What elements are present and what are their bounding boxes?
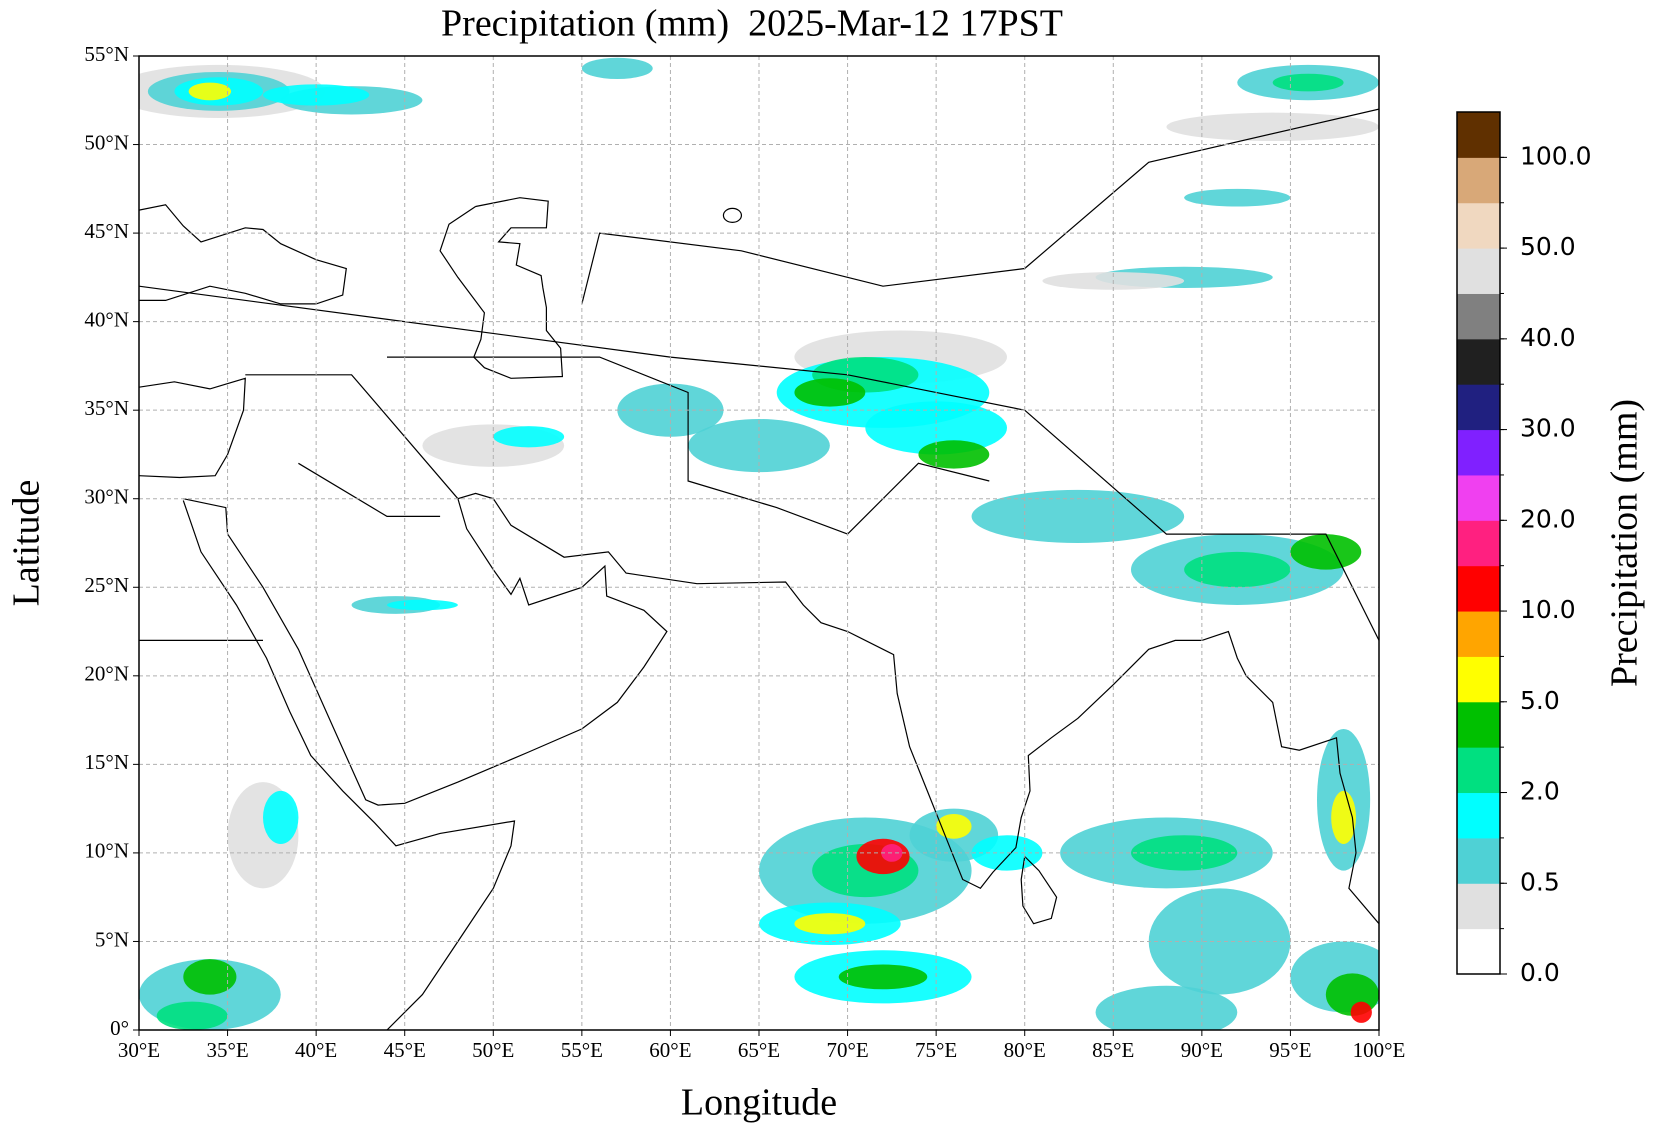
colorbar-bin — [1457, 520, 1500, 567]
precip-area — [263, 790, 299, 845]
x-tick-label: 50°E — [472, 1038, 514, 1062]
colorbar-bin — [1457, 883, 1500, 930]
precip-area — [1184, 551, 1291, 588]
precip-area — [581, 57, 653, 80]
x-tick-label: 30°E — [118, 1038, 160, 1062]
x-tick-label: 95°E — [1269, 1038, 1311, 1062]
y-tick-label: 45°N — [84, 219, 129, 243]
precip-area — [1166, 112, 1379, 142]
colorbar-bin — [1457, 792, 1500, 839]
y-tick-label: 15°N — [84, 750, 129, 774]
precip-area — [493, 426, 565, 448]
colorbar-bin — [1457, 928, 1500, 975]
x-tick-label: 65°E — [738, 1038, 780, 1062]
x-tick-label: 90°E — [1181, 1038, 1223, 1062]
colorbar-bin — [1457, 338, 1500, 385]
colorbar-bin — [1457, 837, 1500, 884]
y-tick-label: 25°N — [84, 573, 129, 597]
colorbar-tick-label: 0.5 — [1520, 867, 1560, 896]
colorbar-bin — [1457, 157, 1500, 204]
coastline — [581, 108, 1379, 305]
y-tick-label: 10°N — [84, 839, 129, 863]
precip-area — [838, 964, 928, 990]
colorbar-bin — [1457, 112, 1500, 158]
precip-area — [1095, 985, 1238, 1030]
x-tick-label: 100°E — [1353, 1038, 1406, 1062]
precip-area — [1331, 790, 1356, 845]
y-tick-label: 55°N — [84, 42, 129, 66]
colorbar-bin — [1457, 202, 1500, 249]
colorbar-bin — [1457, 747, 1500, 794]
colorbar-bin — [1457, 656, 1500, 703]
colorbar-tick-label: 40.0 — [1520, 323, 1576, 352]
x-axis-label: Longitude — [681, 1082, 837, 1124]
precip-area — [617, 383, 724, 437]
colorbar-tick-label: 30.0 — [1520, 414, 1576, 443]
colorbar-bin — [1457, 384, 1500, 431]
x-tick-label: 45°E — [384, 1038, 426, 1062]
x-tick-label: 35°E — [206, 1038, 248, 1062]
colorbar-tick-label: 5.0 — [1520, 686, 1560, 715]
colorbar-bin — [1457, 293, 1500, 340]
coastline — [183, 492, 1379, 925]
colorbar-bin — [1457, 248, 1500, 294]
coastline — [245, 374, 459, 500]
coastline — [139, 204, 347, 305]
colorbar-tick-label: 0.0 — [1520, 958, 1560, 987]
colorbar-bin — [1457, 474, 1500, 521]
coastline — [439, 197, 564, 379]
precip-area — [794, 913, 866, 935]
coastline — [387, 356, 990, 535]
x-tick-label: 60°E — [649, 1038, 691, 1062]
precip-area — [183, 959, 237, 995]
coastline — [182, 500, 516, 1030]
y-tick-label: 50°N — [84, 130, 129, 154]
colorbar-label: Precipitation (mm) — [1604, 399, 1646, 687]
x-tick-label: 40°E — [295, 1038, 337, 1062]
colorbar-tick-label: 50.0 — [1520, 232, 1576, 261]
precip-area — [156, 1001, 228, 1030]
plot-frame — [138, 55, 1380, 1031]
colorbar-tick-label: 20.0 — [1520, 504, 1576, 533]
x-tick-label: 80°E — [1004, 1038, 1046, 1062]
y-tick-label: 20°N — [84, 662, 129, 686]
x-tick-label: 55°E — [561, 1038, 603, 1062]
y-tick-label: 5°N — [95, 927, 129, 951]
colorbar-bin — [1457, 565, 1500, 612]
lake — [722, 207, 743, 223]
colorbar-tick-label: 100.0 — [1520, 141, 1592, 170]
coastline — [298, 462, 441, 517]
precip-area — [688, 419, 830, 473]
colorbar-tick-label: 2.0 — [1520, 777, 1560, 806]
colorbar-tick-label: 10.0 — [1520, 595, 1576, 624]
precip-area — [936, 813, 972, 839]
coastline — [139, 377, 246, 479]
precip-area — [794, 378, 866, 407]
x-tick-label: 85°E — [1092, 1038, 1134, 1062]
precip-area — [1350, 1001, 1372, 1023]
precip-area — [387, 599, 458, 611]
y-tick-label: 35°N — [84, 396, 129, 420]
y-axis-label: Latitude — [6, 480, 48, 607]
precip-area — [188, 82, 232, 101]
coastline — [1020, 856, 1058, 925]
x-tick-label: 75°E — [915, 1038, 957, 1062]
colorbar-bin — [1457, 429, 1500, 476]
y-tick-label: 0° — [110, 1016, 129, 1040]
precip-area — [1272, 73, 1344, 92]
y-tick-label: 30°N — [84, 485, 129, 509]
precip-area — [971, 489, 1185, 543]
colorbar-frame — [1456, 111, 1501, 975]
x-tick-label: 70°E — [826, 1038, 868, 1062]
y-tick-label: 40°N — [84, 307, 129, 331]
precip-area — [1184, 188, 1291, 207]
precip-area — [1290, 534, 1362, 570]
plot-area — [139, 57, 1379, 1030]
precip-area — [918, 440, 990, 469]
map-title: Precipitation (mm) 2025-Mar-12 17PST — [441, 3, 1063, 45]
colorbar-bin — [1457, 611, 1500, 657]
colorbar-bin — [1457, 701, 1500, 748]
